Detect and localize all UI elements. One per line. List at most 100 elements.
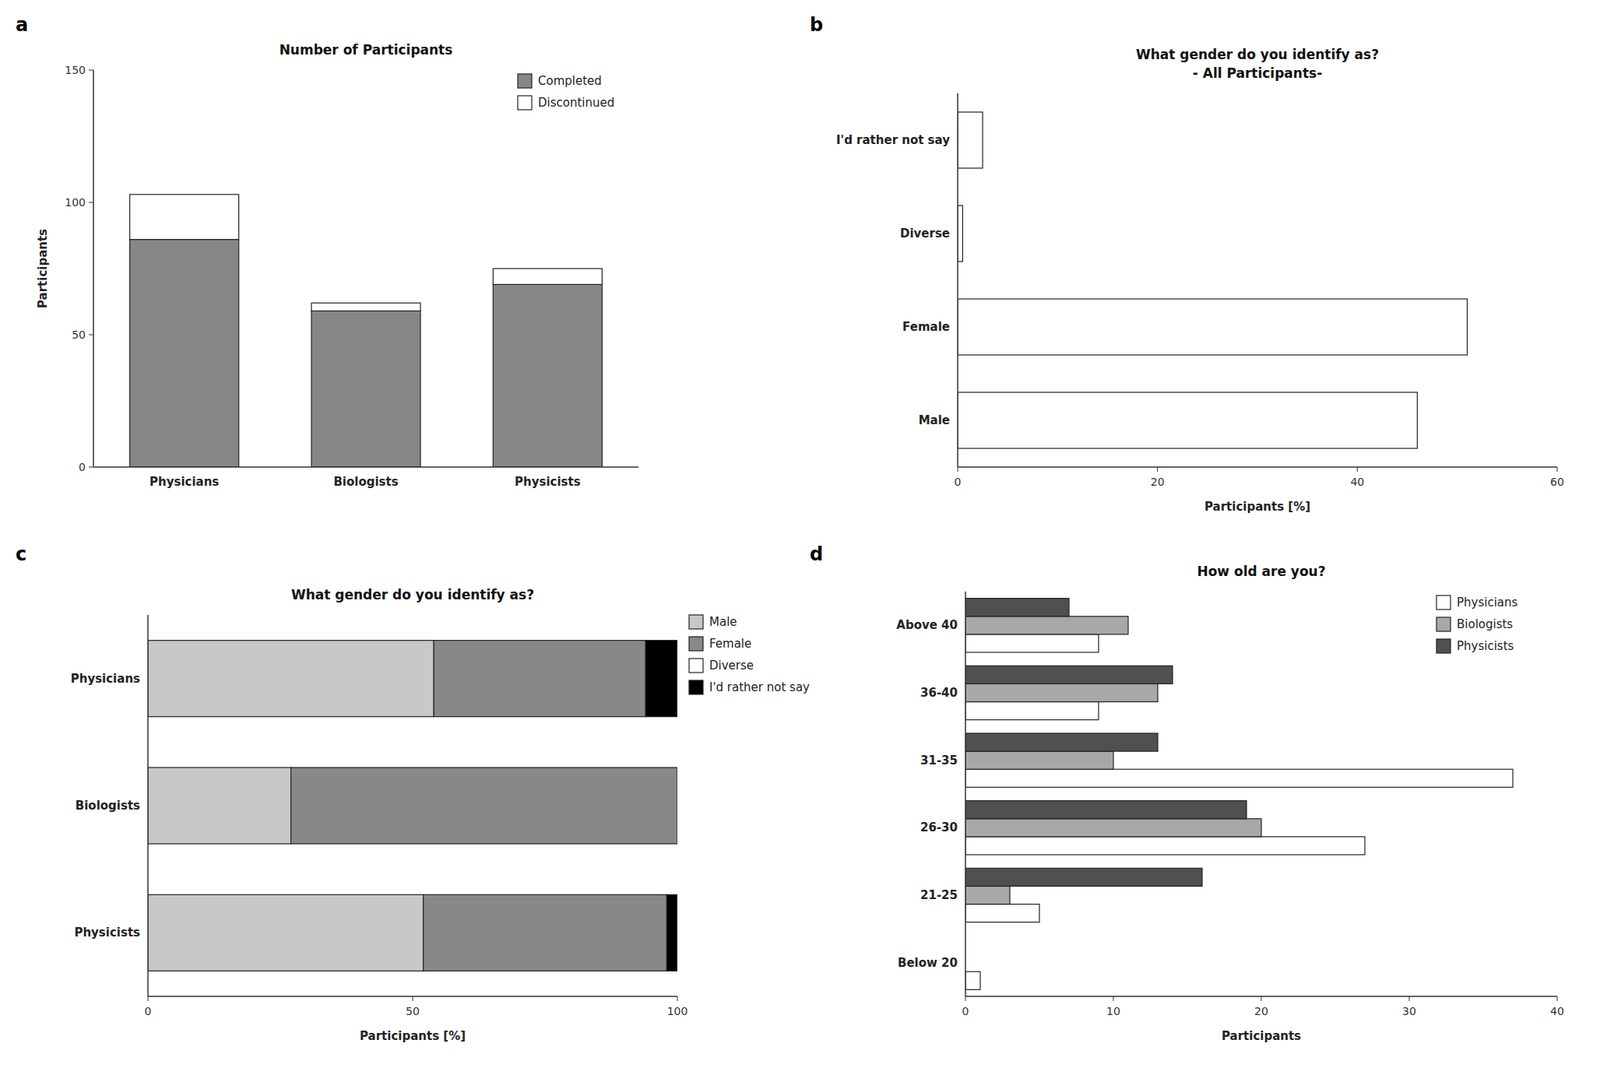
tick xyxy=(1261,996,1263,1002)
panel-label: d xyxy=(809,543,823,566)
category-label: Below 20 xyxy=(897,956,958,971)
bar xyxy=(965,819,1262,837)
bar xyxy=(965,683,1158,702)
category-label: 21-25 xyxy=(920,888,958,903)
tick-label: 20 xyxy=(1254,1005,1269,1018)
bar xyxy=(957,205,963,262)
bar xyxy=(965,836,1365,855)
tick-label: 0 xyxy=(962,1005,970,1018)
tick xyxy=(1156,467,1158,472)
bar xyxy=(965,616,1129,635)
title: How old are you? xyxy=(1196,563,1326,580)
legend-swatch xyxy=(1436,617,1451,632)
tick-label: 40 xyxy=(1350,475,1365,489)
bar xyxy=(311,302,421,311)
bar xyxy=(965,886,1010,904)
bars xyxy=(130,194,603,468)
bar xyxy=(291,767,678,844)
legend-label: Female xyxy=(709,636,752,651)
category-label: I'd rather not say xyxy=(836,133,950,148)
title: What gender do you identify as?- All Par… xyxy=(1135,46,1379,81)
category-label: Physicians xyxy=(70,671,141,686)
category-axis xyxy=(147,615,149,997)
tick-label: 0 xyxy=(954,475,962,489)
tick xyxy=(88,202,94,204)
figure: 050100150PhysiciansBiologistsPhysicistsP… xyxy=(0,0,1600,1075)
tick xyxy=(88,70,94,71)
tick-label: 150 xyxy=(64,63,86,77)
tick xyxy=(1557,996,1558,1002)
legend-swatch xyxy=(1436,639,1451,654)
bar xyxy=(965,634,1099,653)
category-label: Male xyxy=(918,413,950,428)
bar xyxy=(492,268,602,285)
panel-2: 050100PhysicistsBiologistsPhysiciansPart… xyxy=(15,543,810,1044)
bar xyxy=(957,112,983,169)
bar xyxy=(676,767,678,844)
axis-label: Participants xyxy=(1221,1029,1302,1044)
category-label: Physicians xyxy=(149,474,219,489)
legend: Physicians Biologists Physicists xyxy=(1436,595,1519,654)
tick xyxy=(677,996,679,1002)
legend-swatch xyxy=(689,615,704,630)
legend-label: Male xyxy=(709,615,738,630)
tick xyxy=(965,996,967,1002)
bar xyxy=(676,767,678,844)
legend: Male Female Diverse I'd rather not say xyxy=(689,615,810,695)
category-axis xyxy=(93,466,639,468)
bar xyxy=(666,894,678,971)
category-axis xyxy=(964,591,967,997)
bar xyxy=(965,971,981,990)
bar xyxy=(492,284,602,468)
bar xyxy=(965,769,1513,788)
tick xyxy=(412,996,414,1002)
bar xyxy=(965,751,1114,770)
bar xyxy=(957,392,1418,449)
bar xyxy=(965,665,1173,684)
bar xyxy=(965,904,1040,923)
bar xyxy=(423,894,668,971)
tick-label: 20 xyxy=(1150,475,1165,489)
bar xyxy=(433,640,646,718)
legend-swatch xyxy=(689,680,704,695)
legend-swatch xyxy=(517,95,532,110)
category-label: Biologists xyxy=(333,474,398,489)
panel-label: a xyxy=(15,14,29,36)
bar xyxy=(147,894,424,971)
legend-label: I'd rather not say xyxy=(709,680,810,695)
tick-label: 10 xyxy=(1106,1005,1121,1018)
tick xyxy=(957,467,959,472)
bar xyxy=(147,767,292,844)
bars xyxy=(147,640,678,972)
tick-label: 0 xyxy=(144,1005,152,1018)
bars xyxy=(957,112,1468,449)
axis-label: Participants xyxy=(35,228,50,309)
tick-label: 50 xyxy=(71,328,86,342)
category-axis xyxy=(956,93,959,468)
legend-label: Physicists xyxy=(1456,639,1515,654)
title: What gender do you identify as? xyxy=(291,587,535,603)
legend-swatch xyxy=(689,658,704,673)
bar xyxy=(965,801,1247,820)
category-label: 31-35 xyxy=(920,753,958,768)
tick xyxy=(147,996,149,1002)
bar xyxy=(645,640,678,718)
legend: CompletedDiscontinued xyxy=(517,73,615,110)
tick xyxy=(88,334,94,336)
legend-label: Biologists xyxy=(1456,617,1513,632)
bar xyxy=(965,733,1158,752)
tick-label: 50 xyxy=(405,1005,420,1018)
panel-0: 050100150PhysiciansBiologistsPhysicistsP… xyxy=(15,14,639,489)
bars xyxy=(965,598,1513,991)
bar xyxy=(130,239,240,468)
legend-swatch xyxy=(517,73,532,88)
legend-label: Diverse xyxy=(709,658,754,673)
category-label: Female xyxy=(902,320,950,335)
bar xyxy=(965,868,1203,887)
legend-swatch xyxy=(1436,595,1451,610)
value-axis xyxy=(957,466,1558,468)
legend-label: Physicians xyxy=(1456,595,1519,610)
category-label: Above 40 xyxy=(896,618,958,633)
category-label: Biologists xyxy=(75,798,141,813)
tick xyxy=(1357,467,1358,472)
